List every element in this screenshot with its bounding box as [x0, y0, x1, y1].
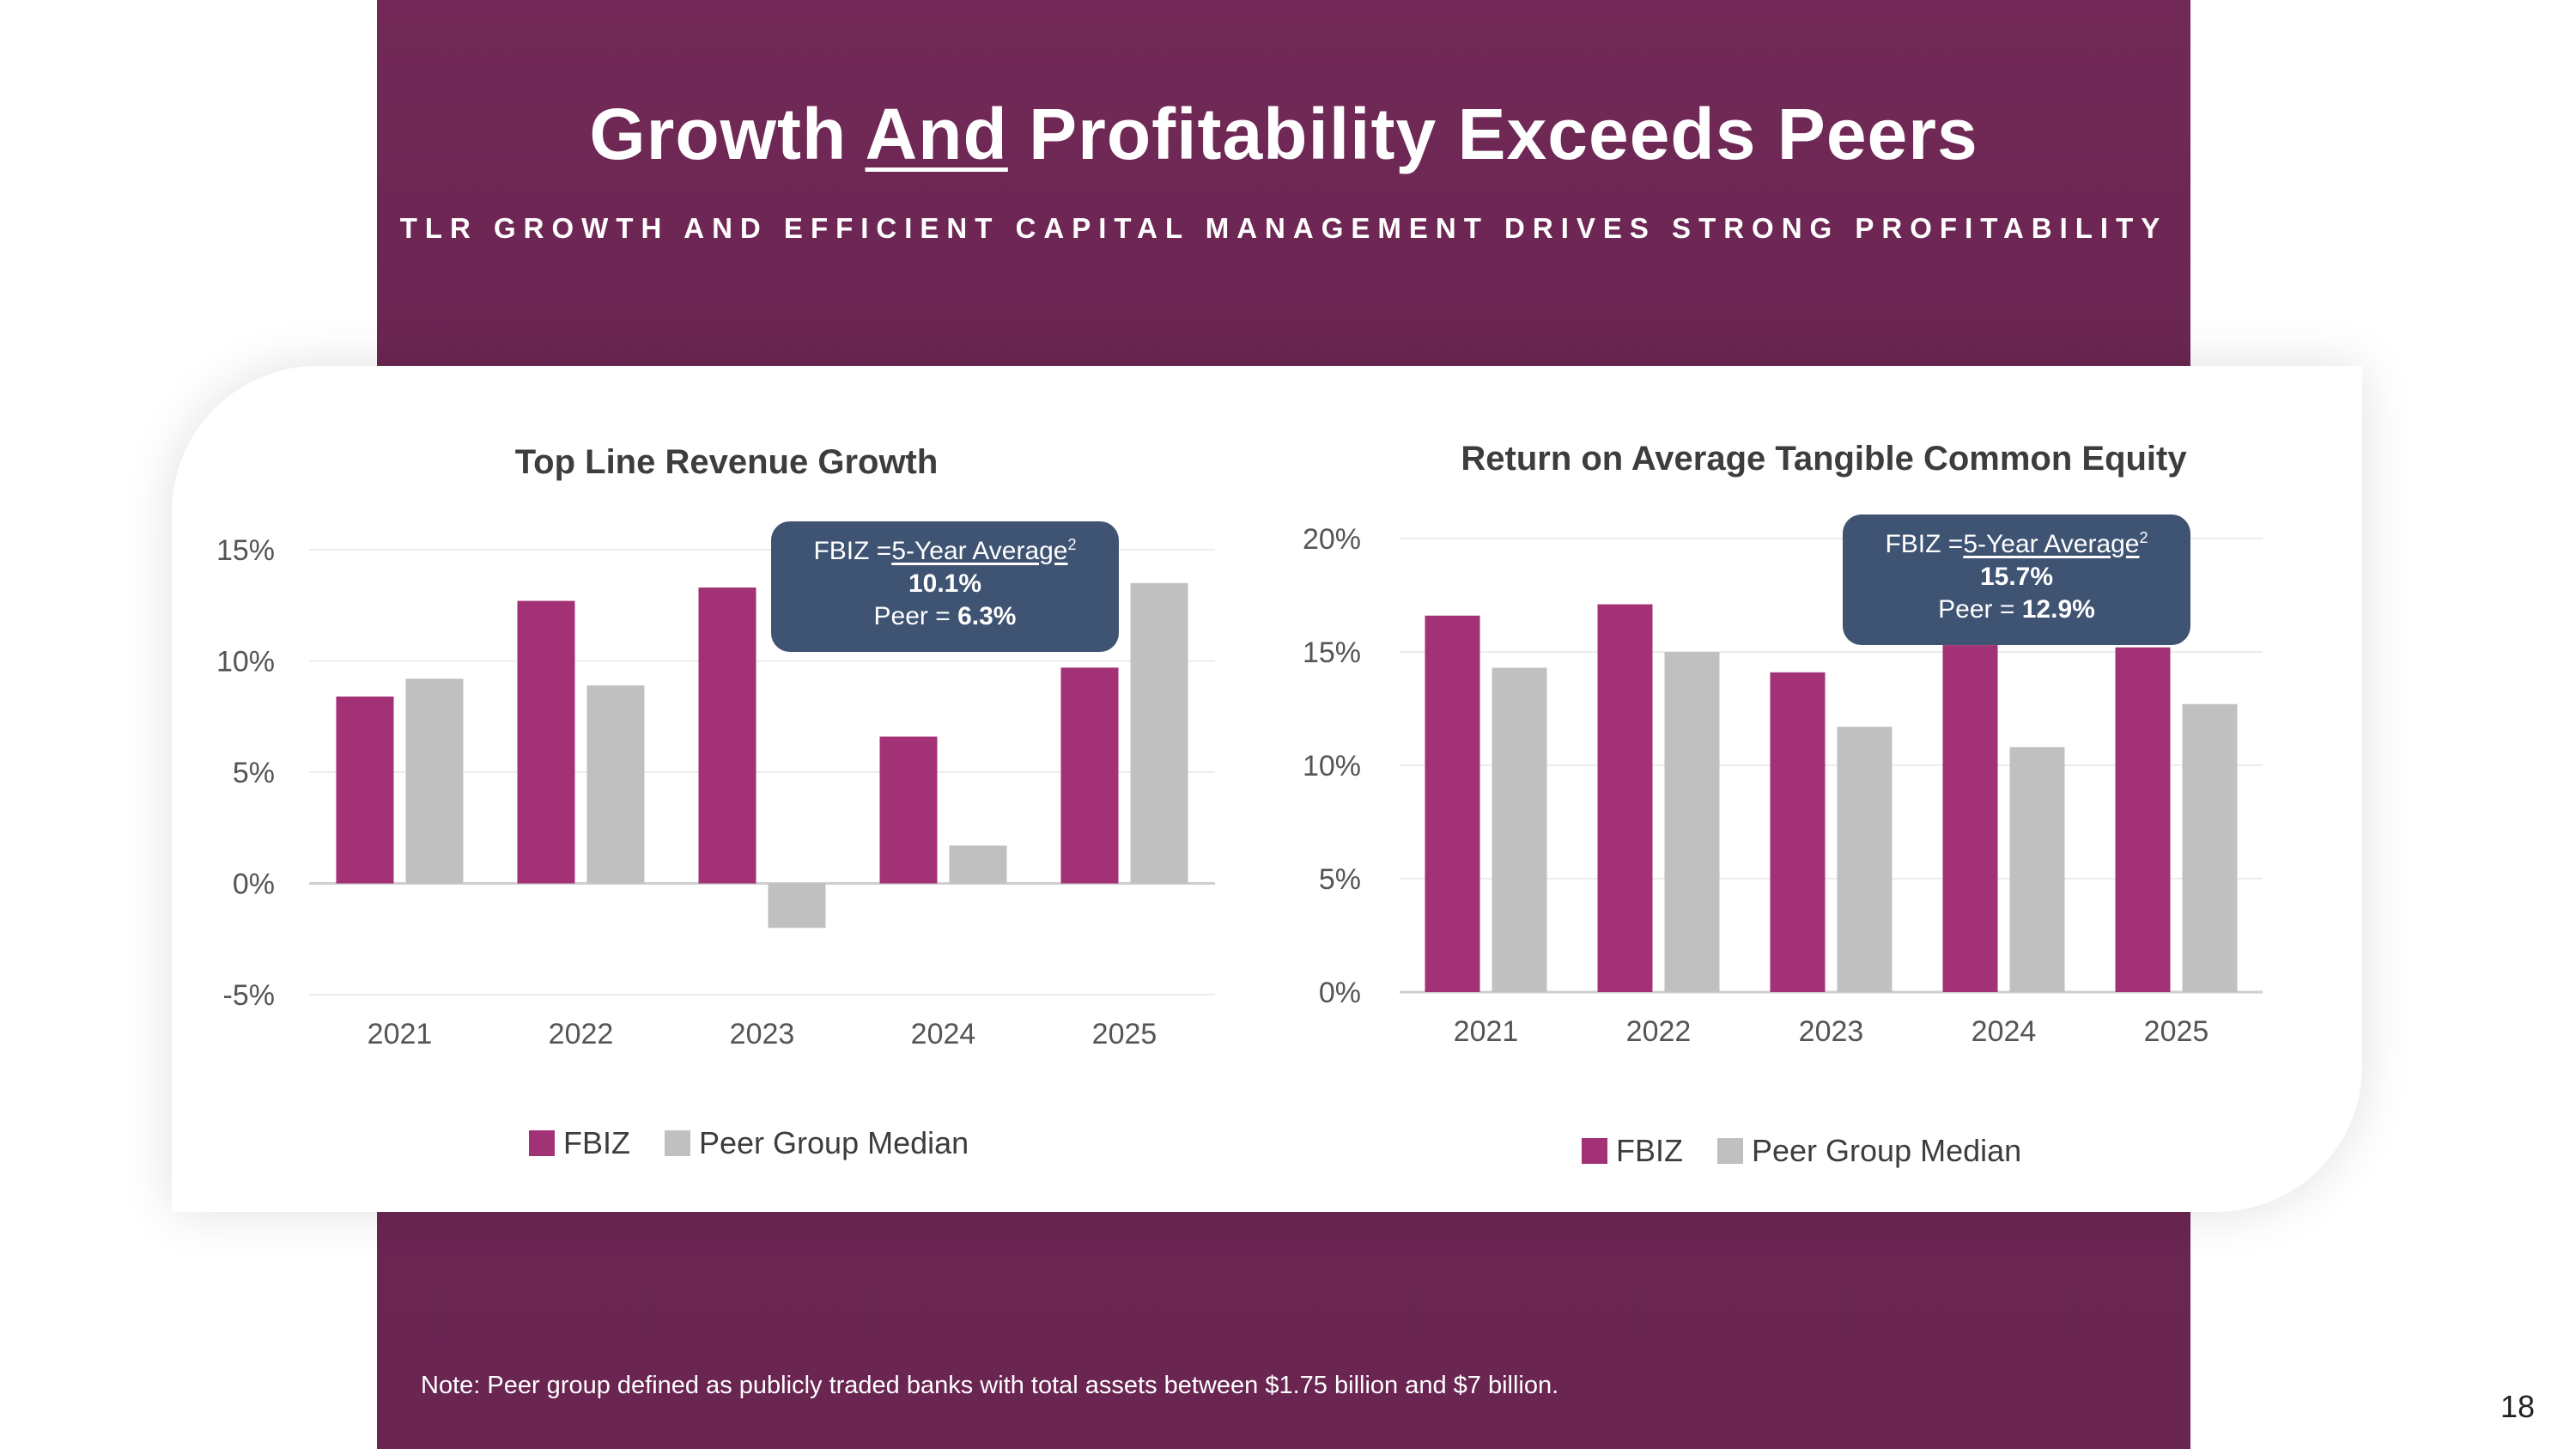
- y-tick-label: 0%: [1319, 977, 1361, 1009]
- bar-peer-2025: [1130, 582, 1188, 884]
- rotce-callout: FBIZ =5-Year Average2 15.7% Peer = 12.9%: [1843, 514, 2190, 645]
- bar-fbiz-2024: [1942, 645, 1998, 992]
- rotce-legend: FBIZ Peer Group Median: [1582, 1133, 2056, 1169]
- y-tick-label: 10%: [216, 646, 275, 679]
- y-tick-label: -5%: [223, 979, 275, 1012]
- bar-fbiz-2025: [1060, 667, 1119, 884]
- bar-peer-2024: [949, 845, 1007, 884]
- x-tick-label: 2021: [368, 1018, 433, 1050]
- bar-fbiz-2021: [1425, 615, 1480, 992]
- title-underlined-word: And: [865, 94, 1008, 174]
- x-tick-label: 2024: [1971, 1015, 2037, 1048]
- bar-fbiz-2022: [1597, 604, 1653, 992]
- x-tick-label: 2022: [549, 1018, 614, 1050]
- legend-swatch-peer: [665, 1130, 690, 1156]
- revenue-growth-legend: FBIZ Peer Group Median: [529, 1125, 1003, 1161]
- bar-fbiz-2022: [517, 600, 575, 884]
- revenue-growth-chart: 15% 10% 5% 0% -5% 2021 2022 2023 2024 2025: [216, 534, 1215, 1050]
- bar-peer-2021: [405, 679, 464, 884]
- page-title: Growth And Profitability Exceeds Peers: [589, 94, 1978, 174]
- page-subtitle: TLR GROWTH AND EFFICIENT CAPITAL MANAGEM…: [399, 212, 2168, 244]
- x-tick-label: 2023: [730, 1018, 795, 1050]
- y-tick-label: 15%: [1303, 636, 1361, 669]
- footnote: Note: Peer group defined as publicly tra…: [421, 1372, 1559, 1399]
- bar-peer-2024: [2009, 746, 2065, 992]
- y-tick-label: 0%: [233, 868, 275, 901]
- chart-title-rotce: Return on Average Tangible Common Equity: [1461, 440, 2187, 478]
- legend-swatch-fbiz: [1582, 1138, 1607, 1164]
- y-tick-label: 10%: [1303, 750, 1361, 782]
- legend-label-fbiz: FBIZ: [563, 1125, 630, 1160]
- rotce-chart: 20% 15% 10% 5% 0% 2021 2022 2023 2024 2025: [1303, 523, 2263, 1048]
- bar-peer-2023: [768, 883, 826, 928]
- page-number: 18: [2500, 1389, 2536, 1424]
- legend-label-peer: Peer Group Median: [699, 1125, 969, 1160]
- y-tick-label: 5%: [233, 757, 275, 789]
- revenue-growth-callout: FBIZ =5-Year Average2 10.1% Peer = 6.3%: [771, 521, 1119, 652]
- bar-fbiz-2023: [1770, 672, 1826, 992]
- legend-swatch-fbiz: [529, 1130, 555, 1156]
- legend-swatch-peer: [1717, 1138, 1743, 1164]
- legend-label-peer: Peer Group Median: [1752, 1133, 2022, 1168]
- y-tick-label: 20%: [1303, 523, 1361, 556]
- bar-fbiz-2023: [698, 588, 756, 884]
- bar-fbiz-2024: [879, 736, 938, 884]
- chart-title-revenue-growth: Top Line Revenue Growth: [514, 443, 939, 481]
- bar-peer-2025: [2182, 703, 2238, 992]
- legend-label-fbiz: FBIZ: [1616, 1133, 1683, 1168]
- y-tick-label: 5%: [1319, 863, 1361, 896]
- x-tick-label: 2024: [911, 1018, 976, 1050]
- bar-peer-2022: [586, 685, 645, 884]
- bar-peer-2023: [1837, 727, 1893, 992]
- bar-fbiz-2021: [336, 696, 394, 884]
- bar-peer-2022: [1664, 652, 1720, 992]
- x-tick-label: 2025: [2144, 1015, 2209, 1048]
- bar-peer-2021: [1492, 667, 1547, 992]
- x-tick-label: 2021: [1454, 1015, 1519, 1048]
- x-tick-label: 2025: [1092, 1018, 1157, 1050]
- x-tick-label: 2022: [1626, 1015, 1692, 1048]
- x-tick-label: 2023: [1799, 1015, 1864, 1048]
- bar-fbiz-2025: [2115, 647, 2171, 992]
- y-tick-label: 15%: [216, 534, 275, 567]
